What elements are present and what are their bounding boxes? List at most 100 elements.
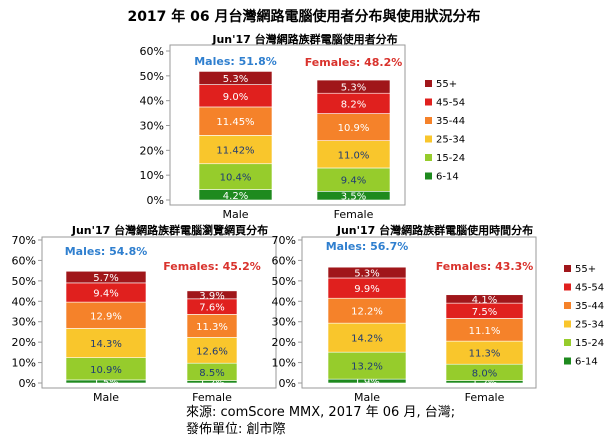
legend-swatch-15-24 (425, 154, 432, 161)
bar-value-label: 10.9% (90, 365, 122, 376)
bar-value-label: 8.5% (199, 368, 224, 379)
y-tick-label: 20% (272, 336, 296, 349)
page-title: 2017 年 06 月台灣網路電腦使用者分布與使用狀況分布 (127, 9, 481, 25)
bar-value-label: 11.1% (469, 326, 501, 337)
legend-label: 6-14 (575, 357, 598, 368)
legend-label: 45-54 (436, 98, 465, 109)
bar-value-label: 9.4% (341, 176, 366, 187)
bar-value-label: 12.6% (196, 346, 228, 357)
chart-title-users: Jun'17 台灣網路族群電腦使用者分布 (212, 33, 398, 46)
legend-swatch-15-24 (564, 339, 571, 346)
bar-segment-25-34 (316, 140, 391, 169)
y-tick-label: 10% (140, 169, 164, 182)
legend-label: 55+ (575, 264, 596, 275)
legend-swatch-55+ (425, 80, 432, 87)
bar-value-label: 9.0% (223, 92, 248, 103)
legend-swatch-55+ (564, 265, 571, 272)
y-tick-label: 0% (19, 377, 36, 390)
bar-segment-55+ (327, 266, 407, 279)
legend-label: 25-34 (575, 320, 604, 331)
males-share-label: Males: 54.8% (65, 245, 148, 258)
bar-value-label: 12.2% (351, 307, 383, 318)
y-tick-label: 10% (272, 357, 296, 370)
y-tick-label: 20% (140, 144, 164, 157)
bar-segment-55+ (316, 79, 391, 94)
bar-value-label: 9.9% (354, 284, 379, 295)
bar-value-label: 11.3% (196, 322, 228, 333)
source-note: 來源: comScore MMX, 2017 年 06 月, 台灣; 發佈單位:… (186, 404, 455, 438)
bar-value-label: 5.3% (223, 74, 248, 85)
bar-segment-55+ (445, 294, 524, 304)
y-tick-label: 50% (12, 275, 36, 288)
bar-segment-25-34 (198, 135, 273, 165)
x-tick-label: Female (192, 391, 232, 404)
legend-label: 6-14 (436, 172, 459, 183)
bar-value-label: 11.45% (216, 117, 254, 128)
y-tick-label: 40% (272, 295, 296, 308)
x-tick-label: Female (465, 391, 505, 404)
legend-label: 35-44 (436, 116, 465, 127)
source-line: 來源: comScore MMX, 2017 年 06 月, 台灣; (186, 405, 456, 420)
y-tick-label: 0% (279, 377, 296, 390)
legend-label: 45-54 (575, 283, 604, 294)
y-tick-label: 60% (140, 45, 164, 58)
legend-swatch-25-34 (425, 135, 432, 143)
y-tick-label: 70% (272, 234, 296, 247)
bar-value-label: 11.3% (469, 349, 501, 360)
bar-value-label: 11.42% (216, 146, 254, 157)
bar-value-label: 5.3% (354, 269, 379, 280)
bar-value-label: 11.0% (338, 150, 370, 161)
legend-label: 35-44 (575, 301, 604, 312)
bar-value-label: 1.2% (199, 378, 224, 389)
y-tick-label: 50% (272, 275, 296, 288)
legend-swatch-45-54 (564, 283, 571, 291)
bar-value-label: 12.9% (90, 311, 122, 322)
bar-value-label: 5.3% (341, 83, 366, 94)
legend-swatch-35-44 (425, 117, 432, 124)
bar-value-label: 4.1% (472, 295, 497, 306)
y-tick-label: 10% (12, 357, 36, 370)
bar-segment-55+ (65, 270, 147, 284)
y-tick-label: 30% (12, 316, 36, 329)
y-tick-label: 70% (12, 234, 36, 247)
legend-swatch-6-14 (425, 172, 432, 180)
legend-swatch-45-54 (425, 98, 432, 106)
plot-frame (301, 236, 537, 389)
y-tick-label: 20% (12, 336, 36, 349)
legend-label: 15-24 (436, 153, 465, 164)
legend-label: 25-34 (436, 135, 465, 146)
y-tick-label: 60% (12, 254, 36, 267)
bar-value-label: 1.9% (354, 377, 379, 388)
bar-value-label: 14.3% (90, 339, 122, 350)
bar-value-label: 14.2% (351, 334, 383, 345)
x-tick-label: Male (222, 208, 248, 221)
males-share-label: Males: 51.8% (194, 55, 277, 68)
x-tick-label: Male (354, 391, 380, 404)
bar-value-label: 10.4% (220, 173, 252, 184)
bar-value-label: 13.2% (351, 362, 383, 373)
bar-segment-15-24 (198, 163, 273, 190)
bar-value-label: 7.6% (199, 303, 224, 314)
y-tick-label: 50% (140, 70, 164, 83)
x-tick-label: Female (334, 208, 374, 221)
legend-swatch-6-14 (564, 357, 571, 365)
plot-frame (41, 236, 277, 389)
bar-value-label: 3.5% (341, 192, 366, 203)
chart-title-usage-time: Jun'17 台灣網路族群電腦使用時間分布 (336, 224, 534, 237)
y-tick-label: 40% (140, 95, 164, 108)
bar-value-label: 10.9% (338, 123, 370, 134)
legend-swatch-35-44 (564, 302, 571, 309)
bar-value-label: 9.4% (93, 289, 118, 300)
bar-value-label: 4.2% (223, 191, 248, 202)
bar-segment-35-44 (316, 113, 391, 141)
legend-label: 15-24 (575, 338, 604, 349)
bar-value-label: 8.2% (341, 99, 366, 110)
bar-value-label: 1.5% (93, 377, 118, 388)
y-tick-label: 30% (272, 316, 296, 329)
legend-label: 55+ (436, 79, 457, 90)
publisher-line: 發佈單位: 創市際 (186, 422, 286, 437)
legend-swatch-25-34 (564, 320, 571, 328)
bar-segment-55+ (186, 290, 238, 300)
females-share-label: Females: 45.2% (163, 260, 261, 273)
